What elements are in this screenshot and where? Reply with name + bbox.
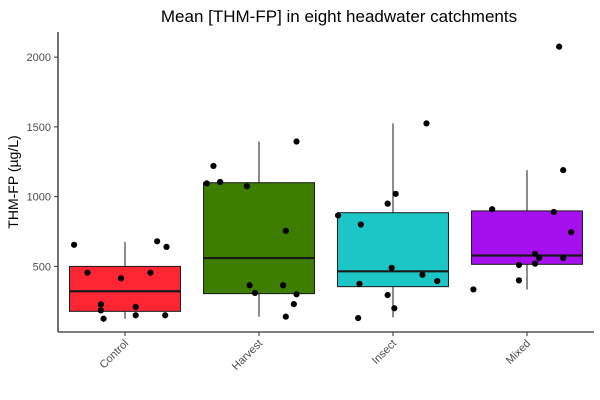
data-point: [560, 254, 567, 262]
data-point: [556, 43, 563, 50]
box-harvest: [203, 182, 315, 295]
x-tick-label-control: Control: [98, 338, 132, 372]
y-tick-label: 500: [33, 261, 51, 273]
data-point: [489, 206, 496, 213]
data-point: [515, 261, 523, 269]
data-point: [132, 303, 139, 310]
data-point: [392, 190, 399, 197]
data-point: [246, 282, 253, 289]
data-point: [84, 269, 91, 276]
data-point: [282, 227, 289, 234]
data-point: [162, 312, 169, 319]
data-point: [154, 238, 161, 245]
plot-area: 500 1000 1500 2000 Control Harvest Insect Mixed: [27, 32, 594, 373]
data-point: [357, 221, 364, 228]
data-point: [147, 269, 154, 276]
data-point: [282, 313, 289, 320]
data-point: [356, 280, 363, 287]
data-point: [531, 250, 539, 257]
data-point: [293, 138, 300, 145]
data-point: [243, 183, 251, 190]
data-point: [391, 305, 398, 312]
data-point: [290, 300, 297, 308]
data-point: [384, 200, 391, 207]
chart-title: Mean [THM-FP] in eight headwater catchme…: [161, 7, 517, 26]
data-point: [355, 314, 362, 322]
y-tick-label: 1500: [27, 122, 51, 134]
data-point: [251, 289, 259, 297]
data-point: [531, 260, 539, 267]
data-point: [163, 243, 170, 250]
data-point: [388, 264, 395, 271]
x-tick-label-insect: Insect: [370, 338, 399, 367]
data-point: [117, 275, 125, 282]
data-point: [470, 286, 477, 293]
x-tick-label-mixed: Mixed: [504, 338, 533, 367]
data-point: [97, 301, 104, 308]
data-point: [97, 307, 104, 314]
data-point: [550, 208, 557, 216]
data-point: [560, 167, 567, 174]
y-tick-label: 2000: [27, 52, 51, 64]
data-point: [334, 212, 342, 219]
data-point: [280, 282, 287, 289]
y-tick-label: 1000: [27, 192, 51, 204]
data-point: [100, 315, 107, 322]
data-point: [70, 241, 78, 248]
data-point: [515, 277, 523, 284]
data-point: [293, 291, 300, 298]
data-point: [132, 312, 139, 319]
data-point: [203, 180, 210, 187]
y-axis-label: THM-FP (µg/L): [5, 135, 21, 228]
box-insect: [337, 212, 449, 288]
data-point: [434, 277, 441, 285]
data-point: [419, 271, 426, 278]
data-point: [210, 162, 217, 170]
data-point: [384, 291, 391, 299]
x-tick-label-harvest: Harvest: [230, 338, 265, 373]
data-point: [535, 254, 543, 262]
data-point: [217, 178, 224, 186]
data-point: [568, 229, 575, 236]
data-point: [423, 120, 430, 127]
